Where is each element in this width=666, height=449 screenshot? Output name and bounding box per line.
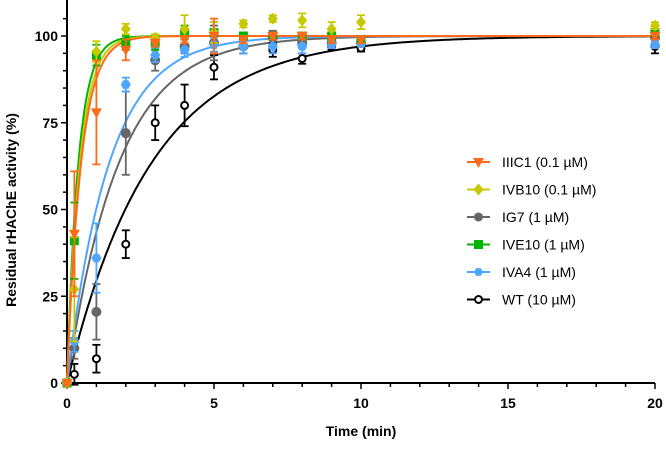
series-points — [62, 36, 660, 388]
x-tick-label: 20 — [647, 395, 663, 411]
legend-item: IVA4 (1 µM) — [467, 264, 576, 280]
marker-triangle-down — [267, 32, 279, 42]
legend-item: IG7 (1 µM) — [467, 209, 569, 225]
data-points — [61, 12, 661, 389]
marker-triangle-down — [120, 45, 132, 56]
legend-label: IVA4 (1 µM) — [502, 264, 576, 280]
marker-hexagon — [120, 80, 131, 89]
legend-item: IIIC1 (0.1 µM) — [467, 154, 588, 170]
marker-diamond — [473, 183, 484, 196]
y-tick-label: 100 — [35, 28, 59, 44]
marker-diamond — [91, 45, 102, 58]
legend-label: WT (10 µM) — [502, 292, 576, 308]
marker-triangle-down — [149, 38, 161, 49]
marker-hexagon — [267, 42, 278, 51]
series-points — [62, 38, 660, 388]
marker-open-circle — [297, 54, 307, 64]
x-tick-label: 10 — [353, 395, 369, 411]
y-tick-label: 75 — [42, 115, 58, 131]
marker-triangle-down — [68, 229, 80, 240]
series-points — [62, 21, 660, 388]
y-tick-label: 25 — [42, 288, 58, 304]
marker-triangle-down — [296, 32, 308, 42]
marker-diamond — [326, 23, 337, 36]
marker-triangle-down — [208, 32, 220, 42]
legend-item: WT (10 µM) — [467, 292, 576, 308]
marker-diamond — [650, 19, 660, 32]
marker-triangle-down — [473, 158, 484, 168]
legend-label: IVB10 (0.1 µM) — [502, 182, 596, 198]
x-tick-label: 15 — [500, 395, 516, 411]
marker-diamond — [120, 23, 131, 36]
legend-item: IVB10 (0.1 µM) — [467, 182, 596, 198]
legend-label: IIIC1 (0.1 µM) — [502, 154, 588, 170]
marker-diamond — [267, 12, 278, 25]
x-tick-label: 5 — [210, 395, 218, 411]
legend-label: IVE10 (1 µM) — [502, 237, 585, 253]
marker-triangle-down — [355, 35, 367, 46]
legend: IIIC1 (0.1 µM) IVB10 (0.1 µM) IG7 (1 µM) IV… — [467, 154, 596, 308]
x-axis-label: Time (min) — [326, 423, 397, 439]
marker-diamond — [179, 23, 190, 36]
marker-triangle-down — [61, 379, 73, 389]
marker-open-circle — [150, 118, 160, 128]
marker-square — [474, 240, 483, 249]
marker-open-circle — [209, 62, 219, 72]
series-points — [62, 24, 660, 388]
y-tick-label: 0 — [50, 375, 58, 391]
marker-open-circle — [69, 369, 79, 379]
series-points — [61, 17, 661, 389]
marker-open-circle — [121, 239, 131, 249]
marker-hexagon — [91, 253, 102, 263]
marker-hexagon — [650, 40, 660, 50]
marker-diamond — [238, 17, 249, 30]
marker-hexagon — [238, 42, 249, 51]
marker-hexagon — [179, 45, 190, 55]
marker-triangle-down — [90, 108, 102, 119]
marker-diamond — [297, 14, 308, 27]
marker-hexagon — [150, 50, 161, 60]
marker-triangle-down — [326, 35, 338, 46]
marker-circle — [120, 128, 131, 139]
marker-open-circle — [474, 295, 483, 304]
marker-hexagon — [297, 42, 308, 51]
y-tick-label: 50 — [42, 202, 58, 218]
marker-circle — [474, 212, 483, 222]
marker-circle — [91, 306, 102, 317]
marker-open-circle — [91, 354, 101, 364]
marker-triangle-down — [179, 35, 191, 46]
y-axis-label: Residual rHAChE activity (%) — [3, 113, 19, 307]
x-tick-label: 0 — [63, 395, 71, 411]
legend-label: IG7 (1 µM) — [502, 209, 569, 225]
marker-triangle-down — [649, 32, 661, 42]
series-points — [62, 12, 660, 389]
marker-diamond — [356, 16, 366, 29]
axes: 0 5 10 15 20 0 25 50 75 100 — [35, 0, 663, 411]
marker-open-circle — [180, 100, 190, 110]
marker-hexagon — [474, 268, 483, 276]
marker-triangle-down — [237, 35, 249, 46]
legend-item: IVE10 (1 µM) — [467, 237, 585, 253]
